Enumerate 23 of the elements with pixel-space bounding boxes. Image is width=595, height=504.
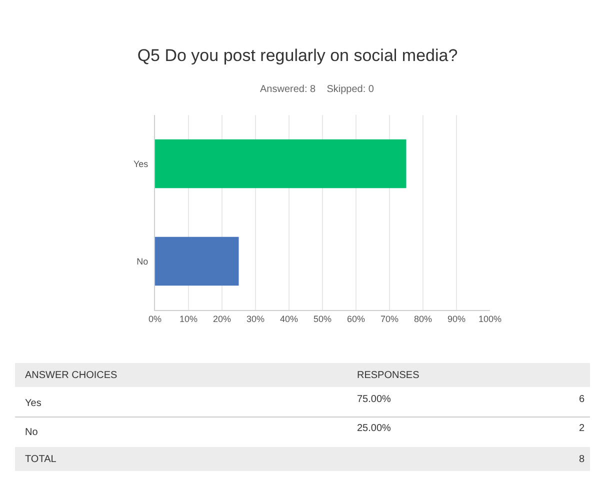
text: 25.00% (357, 423, 392, 434)
chart-subtitle: Answered: 8 Skipped: 0 (260, 84, 374, 95)
x-tick-label: 50% (313, 314, 332, 324)
x-tick-label: 0% (148, 314, 162, 324)
x-tick-label: 100% (478, 314, 502, 324)
category-label: Yes (25, 398, 42, 409)
text: 6 (579, 394, 585, 405)
x-tick-label: 20% (212, 314, 232, 324)
x-tick-label: 80% (414, 314, 432, 324)
text: 8 (579, 454, 585, 465)
x-tick-label: 40% (280, 314, 298, 324)
text: 75.00% (357, 394, 392, 405)
text: ANSWER CHOICES (25, 370, 118, 381)
text: 2 (579, 423, 585, 434)
category-label: No (25, 427, 38, 438)
chart-title: Q5 Do you post regularly on social media? (137, 46, 458, 65)
x-tick-label: 30% (246, 314, 265, 324)
x-tick-label: 10% (179, 314, 198, 324)
x-tick-label: 60% (346, 314, 366, 324)
text: RESPONSES (357, 370, 420, 381)
x-tick-label: 90% (447, 314, 466, 324)
x-tick-label: 70% (380, 314, 399, 324)
text: TOTAL (25, 454, 57, 465)
